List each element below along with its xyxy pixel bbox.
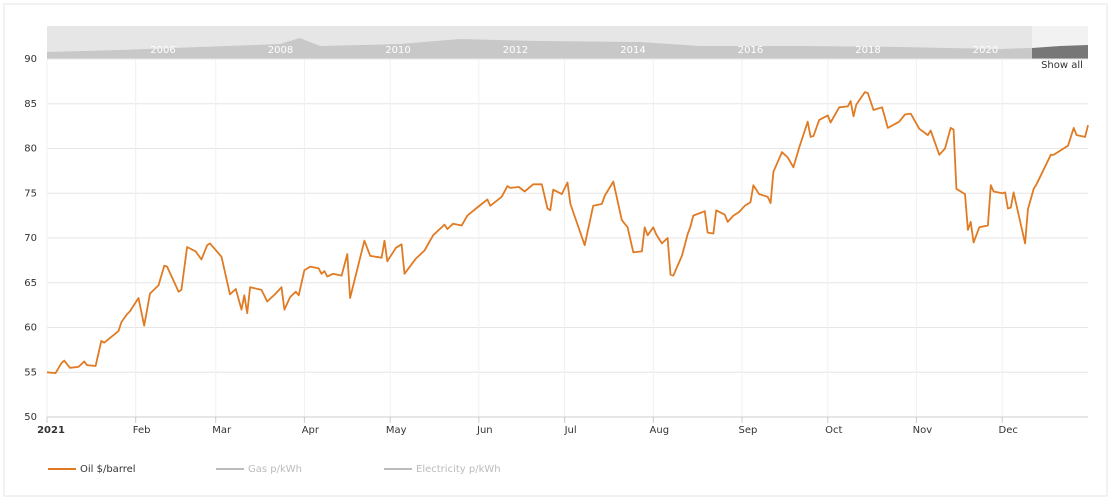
x-tick-label: 2021	[37, 425, 65, 436]
y-tick-label: 85	[24, 99, 37, 110]
x-tick-label: Nov	[913, 425, 933, 436]
navigator-window-area	[1032, 45, 1088, 59]
legend-label[interactable]: Oil $/barrel	[80, 464, 136, 475]
x-tick-label: Sep	[739, 425, 758, 436]
y-tick-label: 65	[24, 278, 37, 289]
navigator-label: 2012	[503, 45, 528, 56]
navigator-label: 2018	[855, 45, 880, 56]
navigator-label: 2008	[268, 45, 293, 56]
x-tick-label: Mar	[212, 425, 232, 436]
x-tick-label: Apr	[302, 425, 320, 436]
x-tick-label: Jun	[476, 425, 493, 436]
x-tick-label: May	[386, 425, 407, 436]
line	[46, 91, 1089, 374]
y-tick-label: 50	[24, 412, 37, 423]
navigator-area	[47, 38, 1088, 59]
x-tick-label: Feb	[133, 425, 151, 436]
navigator-label: 2014	[620, 45, 645, 56]
navigator-label: 2016	[738, 45, 763, 56]
show-all-button[interactable]: Show all	[1041, 60, 1083, 71]
y-tick-label: 70	[24, 233, 37, 244]
x-tick-label: Dec	[999, 425, 1018, 436]
legend-label[interactable]: Electricity p/kWh	[416, 464, 501, 475]
x-tick-label: Jul	[564, 425, 577, 436]
y-tick-label: 90	[24, 54, 37, 65]
navigator-label: 2006	[150, 45, 175, 56]
x-tick-label: Oct	[825, 425, 842, 436]
frame	[3, 3, 1108, 497]
navigator-label: 2010	[385, 45, 410, 56]
navigator-label: 2020	[973, 45, 998, 56]
y-tick-label: 55	[24, 367, 37, 378]
y-tick-label: 60	[24, 323, 37, 334]
legend-label[interactable]: Gas p/kWh	[248, 464, 302, 475]
y-tick-label: 75	[24, 188, 37, 199]
y-tick-label: 80	[24, 144, 37, 155]
x-tick-label: Aug	[650, 425, 670, 436]
